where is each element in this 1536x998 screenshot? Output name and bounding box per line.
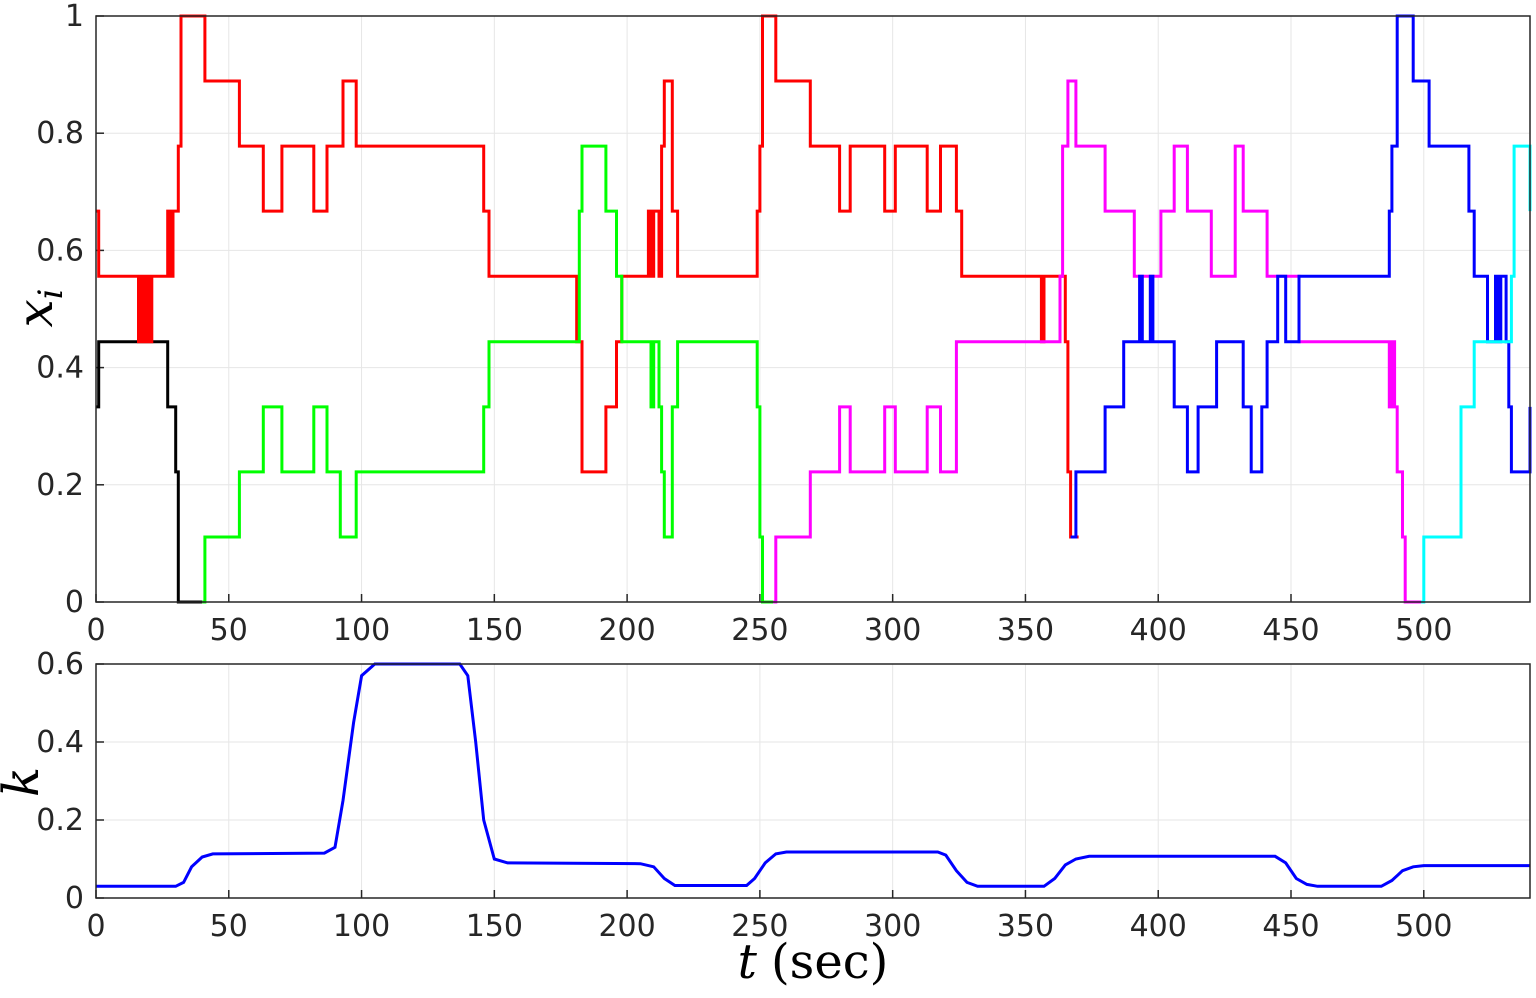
x-tick-label: 250 [731, 613, 788, 648]
x-tick-label: 300 [864, 909, 921, 944]
x-tick-label: 150 [466, 613, 523, 648]
bottom-series-group [96, 662, 1530, 888]
top-x-tick-labels: 0 50 100 150 200 250 300 350 400 450 500 [86, 613, 1452, 648]
blue-series-line [96, 662, 1530, 888]
x-tick-label: 300 [864, 613, 921, 648]
top-grid [95, 15, 1530, 603]
top-plot-panel: 0 50 100 150 200 250 300 350 400 450 500 0 0.2 0.4 0.… [6, 0, 1532, 648]
x-tick-label: 500 [1395, 613, 1452, 648]
x-tick-label: 500 [1395, 909, 1452, 944]
bottom-x-tick-labels: 0 50 100 150 200 250 300 350 400 450 500 [86, 909, 1452, 944]
x-tick-label: 250 [731, 909, 788, 944]
y-tick-label: 0.6 [36, 233, 84, 268]
blue-series-line [1070, 14, 1532, 539]
bottom-grid [95, 663, 1530, 899]
x-tick-label: 400 [1130, 909, 1187, 944]
x-tick-label: 0 [86, 613, 105, 648]
x-tick-label: 150 [466, 909, 523, 944]
top-y-axis-label-sub: i [31, 288, 71, 299]
bottom-y-tick-labels: 0 0.2 0.4 0.6 [36, 647, 84, 916]
x-tick-label: 450 [1262, 909, 1319, 944]
black-series-line [96, 340, 203, 604]
x-tick-label: 100 [333, 613, 390, 648]
x-tick-label: 50 [210, 909, 248, 944]
x-axis-label-unit: (sec) [771, 934, 888, 990]
bottom-y-axis-label: k [0, 767, 50, 797]
x-tick-label: 100 [333, 909, 390, 944]
magenta-series-line [773, 79, 1422, 604]
x-tick-label: 0 [86, 909, 105, 944]
y-tick-label: 0.2 [36, 803, 84, 838]
top-y-axis-label: xi [6, 288, 71, 327]
cyan-series-line [1421, 144, 1532, 604]
bottom-x-axis-label: t (sec) [738, 934, 889, 990]
x-tick-label: 350 [997, 613, 1054, 648]
red-series-line [96, 14, 1079, 539]
y-tick-label: 0.4 [36, 725, 84, 760]
x-tick-label: 400 [1130, 613, 1187, 648]
y-tick-label: 0.6 [36, 647, 84, 682]
y-tick-label: 1 [65, 0, 84, 34]
x-tick-label: 450 [1262, 613, 1319, 648]
top-y-axis-label-main: x [6, 299, 64, 327]
y-tick-label: 0.4 [36, 351, 84, 386]
bottom-plot-panel: 0 50 100 150 200 250 300 350 400 450 500 0 0.2 0.4 0.… [0, 647, 1531, 990]
x-tick-label: 350 [997, 909, 1054, 944]
top-y-tick-labels: 0 0.2 0.4 0.6 0.8 1 [36, 0, 84, 620]
y-tick-label: 0 [65, 881, 84, 916]
y-tick-label: 0 [65, 585, 84, 620]
top-axes-frame [95, 15, 1531, 603]
top-series-group [96, 14, 1532, 604]
x-axis-label-var: t [738, 934, 758, 990]
green-series-line [202, 144, 774, 604]
y-tick-label: 0.2 [36, 468, 84, 503]
bottom-axes-frame [95, 663, 1531, 899]
y-tick-label: 0.8 [36, 116, 84, 151]
x-tick-label: 200 [598, 909, 655, 944]
x-tick-label: 200 [598, 613, 655, 648]
x-tick-label: 50 [210, 613, 248, 648]
